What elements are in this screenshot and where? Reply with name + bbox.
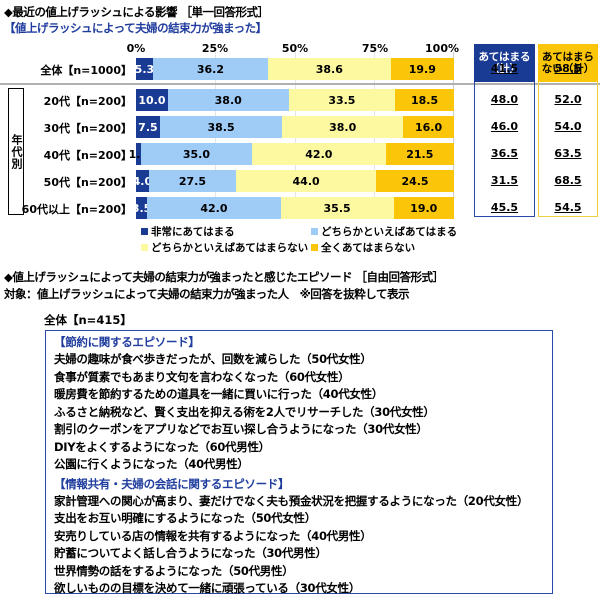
legend-swatch-icon [141, 244, 148, 251]
sum-no-60s: 54.5 [554, 201, 582, 214]
episode-item: 食事が質素でもあまり文句を言わなくなった（60代女性） [54, 369, 350, 384]
sum-no-40s: 63.5 [554, 147, 582, 160]
episode-item: 安売りしている店の情報を共有するようになった（40代男性） [54, 528, 372, 543]
bar-seg-very: 5.3 [136, 58, 153, 80]
total-separator [0, 83, 600, 85]
x-tick-100: 100% [425, 42, 459, 55]
episode-item: 割引のクーポンをアプリなどでお互い探し合うようになった（30代女性） [54, 422, 428, 436]
x-tick-25: 25% [201, 42, 229, 55]
bar-seg-somewhat-not: 38.0 [282, 116, 404, 138]
bar-seg-not-at-all: 24.5 [376, 170, 454, 192]
bar-seg-not-at-all: 21.5 [385, 143, 454, 165]
bar-row-50s: 4.0 27.5 44.0 24.5 [136, 170, 454, 192]
bar-seg-somewhat: 42.0 [147, 197, 281, 219]
row-label-20s: 20代【n=200】 [43, 95, 132, 108]
episodes-box: 【節約に関するエピソード】 夫婦の趣味が食べ歩きだったが、回数を減らした（50代… [45, 330, 553, 595]
episodes-subtitle: 対象：値上げラッシュによって夫婦の結束力が強まった人 ※回答を抜粋して表示 [4, 287, 409, 301]
episode-group-heading-saving: 【節約に関するエピソード】 [54, 335, 200, 349]
episode-item: DIYをよくするようになった（60代男性） [54, 439, 270, 454]
bar-seg-very: 4.0 [136, 170, 149, 192]
episodes-sample-size: 全体【n=415】 [44, 313, 132, 327]
bar-seg-somewhat: 36.2 [152, 58, 268, 80]
episode-item: 欲しいものの目標を決めて一緒に頑張っている（30代女性） [54, 581, 361, 595]
bar-seg-somewhat: 27.5 [148, 170, 237, 192]
legend-swatch-icon [141, 228, 148, 235]
sum-no-total: 58.5 [554, 62, 582, 75]
bar-seg-very: 3.5 [136, 197, 148, 219]
legend-item-very: 非常にあてはまる [141, 224, 235, 239]
bar-seg-not-at-all: 18.5 [395, 89, 454, 111]
bar-seg-not-at-all: 19.0 [393, 197, 454, 219]
legend-swatch-icon [311, 244, 318, 251]
bar-seg-somewhat: 38.5 [159, 116, 283, 138]
chart-title: ◆最近の値上げラッシュによる影響 ［単一回答形式］ [4, 5, 269, 19]
sum-yes-30s: 46.0 [490, 120, 519, 133]
sum-no-30s: 54.0 [554, 120, 582, 133]
bar-seg-somewhat-not: 33.5 [288, 89, 396, 111]
row-label-60s: 60代以上【n=200】 [21, 203, 132, 216]
episode-item: 夫婦の趣味が食べ歩きだったが、回数を減らした（50代女性） [54, 352, 372, 366]
row-label-total: 全体【n=1000】 [40, 64, 132, 77]
episode-item: ふるさと納税など、賢く支出を抑える術を2人でリサーチした（30代女性） [54, 404, 435, 419]
episodes-title: ◆値上げラッシュによって夫婦の結束力が強まったと感じたエピソード ［自由回答形式… [4, 270, 444, 284]
sum-no-50s: 68.5 [554, 174, 582, 187]
episode-item: 暖房費を節約するための道具を一緒に買いに行った（40代女性） [54, 387, 384, 401]
sum-yes-total: 41.5 [490, 62, 519, 75]
sum-yes-40s: 36.5 [490, 147, 519, 160]
bar-seg-somewhat: 38.0 [167, 89, 289, 111]
episode-item: 公園に行くようになった（40代男性） [54, 457, 249, 471]
legend-item-not-at-all: 全くあてはまらない [311, 240, 415, 255]
row-label-40s: 40代【n=200】 [43, 149, 132, 162]
bar-row-40s: 1.5 35.0 42.0 21.5 [129, 143, 454, 165]
chart-question: 【値上げラッシュによって夫婦の結束力が強まった】 [4, 21, 267, 35]
legend-item-somewhat-not: どちらかといえばあてはまらない [141, 240, 308, 255]
bar-seg-very: 7.5 [136, 116, 160, 138]
bar-seg-somewhat-not: 38.6 [267, 58, 391, 80]
sum-yes-60s: 45.5 [490, 201, 519, 214]
bar-seg-very: 10.0 [136, 89, 168, 111]
bar-seg-somewhat-not: 35.5 [280, 197, 394, 219]
episode-item: 家計管理への関心が高まり、妻だけでなく夫も預金状況を把握するようになった（20代… [54, 493, 529, 508]
sum-yes-header: あてはまる（計） [474, 44, 535, 82]
episode-item: 世界情勢の話をするようになった（50代男性） [54, 563, 294, 578]
x-tick-50: 50% [281, 42, 309, 55]
row-label-50s: 50代【n=200】 [43, 176, 132, 189]
sum-yes-20s: 48.0 [490, 93, 519, 106]
row-label-30s: 30代【n=200】 [43, 122, 132, 135]
bar-row-total: 5.3 36.2 38.6 19.9 [136, 58, 454, 80]
x-tick-0: 0% [126, 42, 146, 55]
episode-item: 支出をお互い明確にするようになった（50代女性） [54, 511, 316, 525]
bar-row-60s: 3.5 42.0 35.5 19.0 [136, 197, 454, 219]
bar-row-30s: 7.5 38.5 38.0 16.0 [136, 116, 454, 138]
legend-item-somewhat: どちらかといえばあてはまる [311, 224, 457, 239]
x-tick-75: 75% [361, 42, 389, 55]
bar-seg-not-at-all: 16.0 [403, 116, 454, 138]
age-group-label: 年代別 [8, 88, 24, 215]
sum-no-header: あてはまらない（計） [538, 44, 598, 82]
bar-seg-somewhat-not: 42.0 [252, 143, 386, 165]
bar-row-20s: 10.0 38.0 33.5 18.5 [136, 89, 454, 111]
bar-seg-not-at-all: 19.9 [390, 58, 454, 80]
bar-seg-somewhat-not: 44.0 [236, 170, 377, 192]
bar-seg-somewhat: 35.0 [140, 143, 253, 165]
legend-swatch-icon [311, 228, 318, 235]
sum-no-20s: 52.0 [554, 93, 582, 106]
sum-yes-50s: 31.5 [490, 174, 519, 187]
episode-item: 貯蓄についてよく話し合うようになった（30代男性） [54, 546, 327, 560]
episode-group-heading-communication: 【情報共有・夫婦の会話に関するエピソード】 [54, 476, 290, 491]
